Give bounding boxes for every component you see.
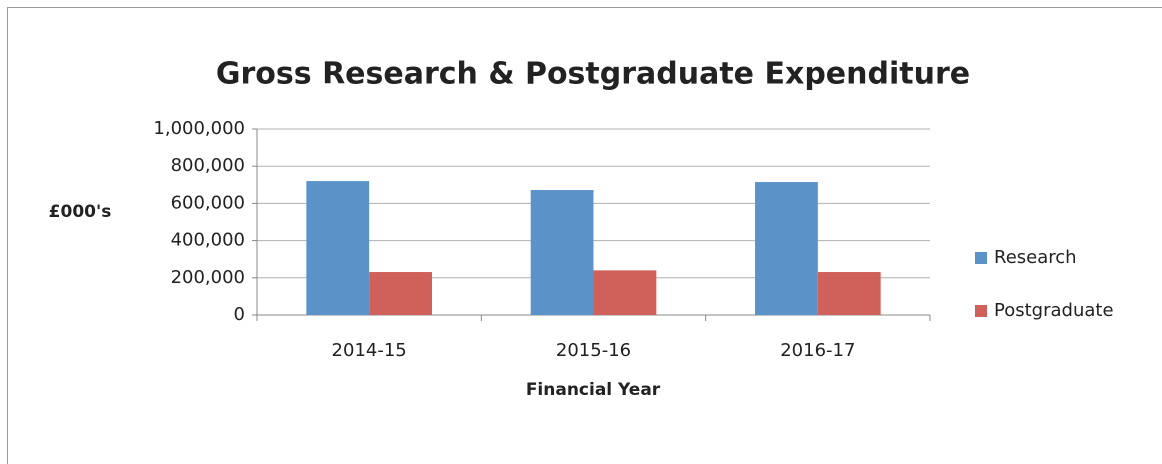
legend-swatch <box>975 305 987 317</box>
y-tick-label: 0 <box>234 304 245 325</box>
x-tick-label: 2014-15 <box>332 340 407 361</box>
legend-swatch <box>975 252 987 264</box>
bar <box>530 190 594 315</box>
bar <box>593 270 657 315</box>
bar <box>369 272 432 315</box>
legend-label: Postgraduate <box>994 300 1114 321</box>
x-tick-label: 2016-17 <box>780 340 855 361</box>
y-axis-label: £000's <box>49 202 112 222</box>
y-tick-label: 400,000 <box>171 230 245 251</box>
bar <box>817 272 881 315</box>
bar <box>755 182 818 315</box>
y-tick-label: 200,000 <box>171 267 245 288</box>
legend-label: Research <box>994 247 1077 268</box>
x-axis-label: Financial Year <box>526 380 661 400</box>
x-tick-label: 2015-16 <box>556 340 631 361</box>
y-tick-label: 1,000,000 <box>153 118 245 139</box>
bar <box>306 181 370 315</box>
y-tick-label: 800,000 <box>171 155 245 176</box>
y-tick-label: 600,000 <box>171 192 245 213</box>
chart-title: Gross Research & Postgraduate Expenditur… <box>216 57 970 92</box>
